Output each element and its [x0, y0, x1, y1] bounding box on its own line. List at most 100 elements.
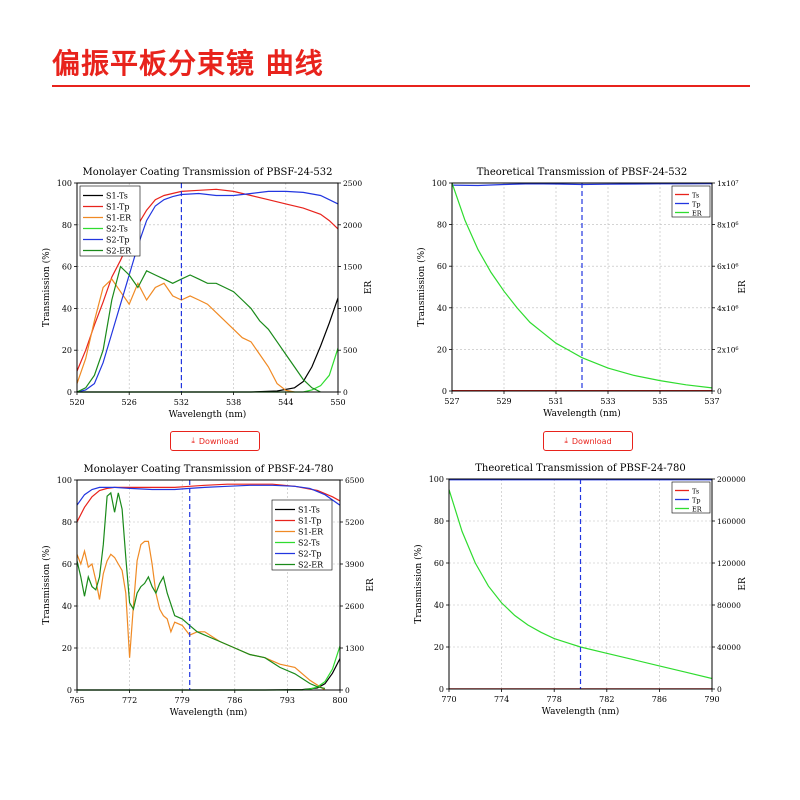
download-label: Download	[198, 436, 239, 446]
series-line-er	[449, 489, 712, 680]
plot-frame	[451, 182, 713, 392]
y-tick-label: 0	[439, 685, 444, 694]
x-axis-label: Wavelength (nm)	[169, 409, 247, 420]
y-tick-label: 60	[437, 262, 447, 271]
y2-tick-label: 120000	[717, 559, 746, 568]
legend-label: ER	[692, 210, 703, 218]
y2-tick-label: 160000	[717, 517, 746, 526]
legend-label: S2-ER	[106, 247, 132, 256]
y2-tick-label: 5200	[345, 518, 364, 527]
y2-tick-label: 0	[345, 686, 350, 695]
y2-tick-label: 0	[717, 387, 722, 396]
y-tick-label: 80	[437, 221, 447, 230]
chart-title: Theoretical Transmission of PBSF-24-780	[475, 463, 686, 474]
y-axis-label: Transmission (%)	[41, 545, 52, 624]
x-tick-label: 770	[441, 695, 456, 704]
x-tick-label: 793	[280, 696, 295, 705]
y2-tick-label: 6500	[345, 476, 364, 485]
y-tick-label: 20	[62, 644, 72, 653]
y-tick-label: 100	[429, 475, 444, 484]
series-line-s1-tp	[77, 188, 338, 372]
x-tick-label: 786	[227, 696, 242, 705]
y2-tick-label: 200000	[717, 475, 746, 484]
y-tick-label: 100	[57, 476, 72, 485]
x-tick-label: 527	[444, 397, 459, 406]
y2-tick-label: 6x10⁶	[717, 262, 739, 271]
legend-label: S2-Tp	[106, 236, 129, 245]
chart-title: Monolayer Coating Transmission of PBSF-2…	[83, 167, 333, 178]
chart-title: Monolayer Coating Transmission of PBSF-2…	[84, 464, 334, 475]
y-axis-label: Transmission (%)	[413, 544, 424, 623]
x-tick-label: 790	[704, 695, 719, 704]
y2-tick-label: 2600	[345, 602, 364, 611]
y2-axis-label: ER	[738, 577, 748, 591]
y2-tick-label: 1500	[343, 263, 362, 272]
download-button-right[interactable]: ⤓ Download	[543, 431, 633, 451]
x-tick-label: 535	[652, 397, 667, 406]
x-tick-label: 537	[704, 397, 719, 406]
plot-frame	[76, 479, 341, 691]
x-tick-label: 765	[69, 696, 84, 705]
y-tick-label: 20	[434, 643, 444, 652]
legend-box	[271, 499, 333, 571]
y2-tick-label: 2000	[343, 221, 362, 230]
chart-title: Theoretical Transmission of PBSF-24-532	[477, 167, 688, 178]
y-tick-label: 60	[434, 559, 444, 568]
x-axis-label: Wavelength (nm)	[542, 706, 620, 717]
x-tick-label: 782	[599, 695, 614, 704]
y2-axis-label: ER	[366, 578, 376, 592]
y-tick-label: 80	[62, 221, 72, 230]
x-tick-label: 538	[226, 398, 241, 407]
legend-box	[671, 185, 711, 218]
x-tick-label: 532	[174, 398, 189, 407]
page-title: 偏振平板分束镜 曲线	[52, 47, 324, 80]
x-tick-label: 529	[496, 397, 511, 406]
legend-box	[79, 185, 141, 257]
y-tick-label: 40	[62, 602, 72, 611]
y2-tick-label: 500	[343, 346, 358, 355]
series-line-s2-er	[77, 491, 326, 689]
x-tick-label: 772	[122, 696, 137, 705]
legend-label: S1-Tp	[298, 517, 321, 526]
y-tick-label: 0	[67, 388, 72, 397]
legend-box	[671, 481, 711, 514]
download-label: Download	[571, 436, 612, 446]
plot-frame	[448, 478, 713, 690]
title-divider	[52, 85, 750, 87]
download-button-left[interactable]: ⤓ Download	[170, 431, 260, 451]
series-line-s1-er	[77, 278, 295, 393]
x-tick-label: 779	[175, 696, 190, 705]
y2-axis-label: ER	[738, 280, 748, 294]
y-tick-label: 100	[57, 179, 72, 188]
y-axis-label: Transmission (%)	[416, 247, 427, 326]
legend-label: S2-ER	[298, 561, 324, 570]
y-axis-label: Transmission (%)	[41, 248, 52, 327]
y2-tick-label: 1000	[343, 304, 362, 313]
legend-label: Ts	[692, 192, 699, 200]
y2-tick-label: 3900	[345, 560, 364, 569]
y2-tick-label: 8x10⁶	[717, 221, 739, 230]
y2-tick-label: 1x10⁷	[717, 179, 739, 188]
download-icon: ⤓	[564, 436, 568, 445]
y-tick-label: 20	[437, 345, 447, 354]
x-axis-label: Wavelength (nm)	[543, 408, 621, 419]
y-tick-label: 40	[62, 304, 72, 313]
x-tick-label: 786	[652, 695, 667, 704]
series-line-er	[452, 182, 712, 389]
y2-tick-label: 0	[343, 388, 348, 397]
y-tick-label: 0	[442, 387, 447, 396]
y2-tick-label: 2x10⁶	[717, 345, 739, 354]
legend-label: S1-ER	[106, 214, 132, 223]
legend-label: S2-Tp	[298, 550, 321, 559]
x-tick-label: 550	[330, 398, 345, 407]
x-tick-label: 774	[494, 695, 509, 704]
legend-label: S1-Ts	[298, 506, 320, 515]
x-tick-label: 520	[69, 398, 84, 407]
x-tick-label: 544	[278, 398, 293, 407]
y2-tick-label: 0	[717, 685, 722, 694]
y-tick-label: 40	[437, 304, 447, 313]
x-tick-label: 526	[122, 398, 137, 407]
x-tick-label: 778	[547, 695, 562, 704]
